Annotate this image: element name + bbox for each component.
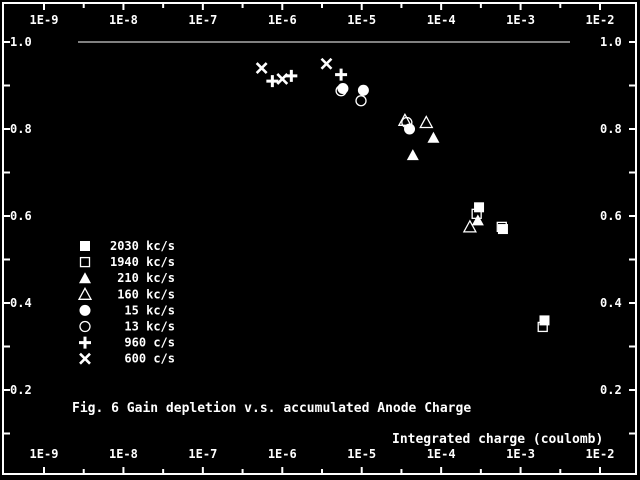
legend-label: 600 c/s	[124, 352, 175, 366]
x-tick-label-top: 1E-7	[188, 13, 217, 27]
data-point	[357, 84, 369, 96]
y-tick-label-left: 0.4	[10, 296, 32, 310]
data-point	[276, 73, 289, 85]
series-2	[406, 131, 484, 226]
series-6	[266, 68, 348, 88]
legend-marker	[79, 336, 91, 349]
x-tick-label-bottom: 1E-5	[347, 447, 376, 461]
legend-label: 15 kc/s	[124, 303, 175, 317]
x-tick-label-bottom: 1E-9	[30, 447, 59, 461]
x-tick-label-bottom: 1E-3	[506, 447, 535, 461]
x-tick-label-top: 1E-5	[347, 13, 376, 27]
y-tick-label-right: 0.4	[600, 296, 622, 310]
y-tick-label-right: 1.0	[600, 35, 622, 49]
series-5	[335, 85, 413, 129]
plot-frame	[2, 2, 637, 475]
y-tick-label-right: 0.8	[600, 122, 622, 136]
x-axis-label: Integrated charge (coulomb)	[392, 432, 603, 447]
data-point	[401, 116, 413, 129]
data-point	[497, 224, 508, 235]
x-tick-label-top: 1E-6	[268, 13, 297, 27]
legend-label: 210 kc/s	[117, 271, 175, 285]
x-tick-label-bottom: 1E-2	[586, 447, 615, 461]
x-tick-label-top: 1E-9	[30, 13, 59, 27]
series-0	[474, 202, 550, 326]
x-tick-label-bottom: 1E-7	[188, 447, 217, 461]
x-tick-label-top: 1E-8	[109, 13, 138, 27]
data-point	[471, 214, 484, 226]
data-points	[255, 57, 550, 333]
series-4	[337, 83, 416, 135]
data-point	[285, 69, 298, 82]
x-tick-label-bottom: 1E-6	[268, 447, 297, 461]
x-tick-label-bottom: 1E-8	[109, 447, 138, 461]
legend-marker	[79, 304, 91, 316]
legend: 2030 kc/s 1940 kc/s 210 kc/s 160 kc/s 15 kc/…	[77, 239, 175, 366]
legend-label: 160 kc/s	[117, 287, 175, 301]
data-point	[266, 75, 279, 88]
data-point	[404, 123, 416, 135]
y-tick-label-left: 0.2	[10, 383, 32, 397]
x-tick-label-top: 1E-2	[586, 13, 615, 27]
data-point	[419, 115, 434, 129]
data-point	[427, 131, 440, 143]
series-1	[471, 208, 548, 333]
legend-marker	[77, 286, 93, 300]
frame-border	[2, 2, 637, 475]
legend-label: 13 kc/s	[124, 320, 175, 334]
data-point	[406, 149, 419, 161]
data-point	[539, 315, 550, 326]
data-point	[335, 68, 348, 81]
legend-marker	[79, 320, 91, 333]
legend-marker	[79, 352, 91, 365]
data-point	[496, 221, 507, 233]
chart-title: Fig. 6 Gain depletion v.s. accumulated A…	[72, 401, 471, 416]
y-tick-label-left: 0.8	[10, 122, 32, 136]
data-point	[255, 62, 268, 75]
legend-marker	[79, 272, 91, 284]
legend-label: 1940 kc/s	[110, 255, 175, 269]
legend-marker	[80, 241, 90, 251]
data-point	[320, 57, 333, 70]
y-tick-label-left: 1.0	[10, 35, 32, 49]
y-tick-label-right: 0.2	[600, 383, 622, 397]
axis-tick-labels: 1E-9 1E-9 1E-8 1E-8 1E-7 1E-7 1E-6 1E-6 1E-5 1E-5…	[10, 13, 622, 461]
legend-label: 2030 kc/s	[110, 239, 175, 253]
axis-ticks	[3, 3, 636, 474]
x-tick-label-top: 1E-3	[506, 13, 535, 27]
data-point	[474, 202, 485, 213]
series-7	[255, 57, 333, 85]
data-point	[337, 83, 349, 95]
data-point	[335, 85, 347, 97]
x-tick-label-top: 1E-4	[427, 13, 456, 27]
y-tick-label-left: 0.6	[10, 209, 32, 223]
x-tick-label-bottom: 1E-4	[427, 447, 456, 461]
data-point	[462, 219, 477, 233]
data-point	[537, 321, 548, 333]
legend-label: 960 c/s	[124, 336, 175, 350]
y-tick-label-right: 0.6	[600, 209, 622, 223]
data-point	[355, 95, 367, 107]
legend-marker	[79, 256, 91, 268]
